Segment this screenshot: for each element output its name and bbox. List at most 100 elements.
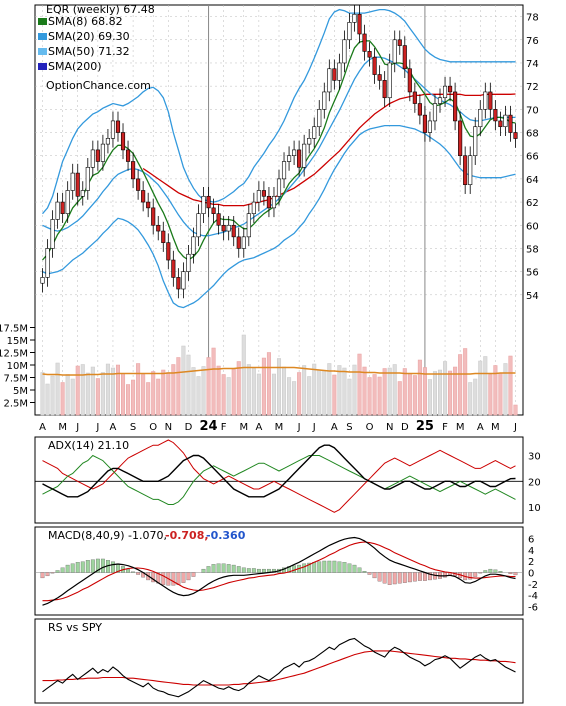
macd-tick-label: -4 bbox=[528, 591, 538, 602]
volume-bar bbox=[226, 377, 231, 416]
x-tick-label: S bbox=[130, 422, 136, 433]
volume-bar bbox=[317, 369, 322, 416]
candle-body bbox=[377, 74, 382, 81]
macd-histogram-bar bbox=[372, 572, 377, 579]
volume-bar bbox=[251, 368, 256, 416]
adx-tick-label: 20 bbox=[528, 477, 541, 488]
volume-bar bbox=[156, 378, 161, 416]
macd-line bbox=[42, 536, 516, 606]
candle-body bbox=[80, 190, 85, 197]
x-tick-label: M bbox=[275, 422, 284, 433]
legend: SMA(8) 68.82 SMA(20) 69.30 SMA(50) 71.32 SM… bbox=[38, 15, 130, 73]
volume-bars bbox=[40, 334, 518, 416]
x-tick-label: N bbox=[165, 422, 172, 433]
volume-bar bbox=[453, 366, 458, 416]
candle-body bbox=[50, 219, 55, 249]
candle-body bbox=[221, 224, 226, 232]
rs-line bbox=[42, 637, 516, 698]
volume-bar bbox=[387, 367, 392, 416]
candle-body bbox=[387, 62, 392, 99]
candle-body bbox=[412, 91, 417, 104]
volume-bar bbox=[171, 364, 176, 416]
x-tick-label: A bbox=[255, 422, 262, 433]
volume-bar bbox=[407, 373, 412, 416]
macd-histogram-bar bbox=[241, 567, 246, 573]
volume-bar bbox=[166, 372, 171, 416]
price-tick-label: 68 bbox=[526, 129, 539, 140]
macd-histogram-bar bbox=[50, 572, 55, 574]
candle-body bbox=[327, 68, 332, 93]
macd-histogram-bar bbox=[65, 564, 70, 573]
candle-body bbox=[196, 213, 201, 238]
candle-body bbox=[125, 149, 131, 162]
x-tick-label: J bbox=[297, 422, 301, 433]
volume-bar bbox=[146, 382, 151, 416]
volume-tick-label: 2.5M bbox=[3, 399, 28, 410]
price-tick-label: 56 bbox=[526, 268, 539, 279]
rs-title: RS vs SPY bbox=[48, 621, 102, 634]
candle-body bbox=[442, 85, 448, 99]
macd-tick-label: 6 bbox=[528, 535, 534, 546]
macd-tick-label: -6 bbox=[528, 602, 538, 613]
volume-bar bbox=[458, 354, 463, 416]
adx-title: ADX(14) 21.10 bbox=[48, 439, 129, 452]
volume-bar bbox=[448, 370, 453, 416]
candle-body bbox=[453, 91, 458, 122]
candle-body bbox=[448, 85, 453, 93]
macd-histogram-bar bbox=[221, 563, 226, 573]
volume-bar bbox=[191, 367, 196, 416]
volume-bar bbox=[463, 348, 468, 416]
volume-bar bbox=[412, 375, 417, 416]
volume-bar bbox=[221, 374, 226, 416]
candle-body bbox=[342, 39, 347, 64]
volume-bar bbox=[85, 372, 90, 416]
adx-tick-label: 10 bbox=[528, 503, 541, 514]
volume-bar bbox=[342, 367, 347, 416]
macd-histogram-bar bbox=[412, 572, 417, 582]
macd-histogram-bar bbox=[362, 570, 367, 573]
macd-histogram-bar bbox=[70, 563, 75, 573]
volume-bar bbox=[473, 378, 478, 416]
candle-body bbox=[131, 161, 136, 180]
candle-body bbox=[367, 51, 372, 58]
volume-bar bbox=[186, 354, 191, 416]
candle-body bbox=[216, 213, 221, 226]
candle-body bbox=[60, 201, 65, 214]
upper-band-line bbox=[42, 8, 516, 215]
x-tick-label: S bbox=[346, 422, 352, 433]
macd-histogram-bar bbox=[423, 572, 427, 581]
macd-histogram-bar bbox=[488, 568, 493, 573]
macd-histogram-bar bbox=[45, 572, 50, 577]
candle-body bbox=[297, 149, 302, 168]
adx-lines: 10 20 30 bbox=[35, 439, 541, 514]
macd-histogram-bar bbox=[493, 569, 498, 573]
macd-histogram-bar bbox=[292, 565, 297, 573]
volume-bar bbox=[397, 381, 402, 416]
chart-title: EQR (weekly) 67.48 bbox=[46, 3, 155, 16]
candle-body bbox=[161, 230, 166, 243]
rs-lines bbox=[42, 637, 516, 698]
volume-bar bbox=[60, 382, 65, 416]
volume-bar bbox=[80, 364, 85, 416]
macd-histogram-bar bbox=[161, 572, 166, 585]
macd-histogram-bar bbox=[317, 561, 322, 573]
price-tick-label: 54 bbox=[526, 291, 539, 302]
macd-histogram-bar bbox=[60, 567, 65, 573]
candle-body bbox=[427, 120, 433, 133]
price-tick-label: 70 bbox=[526, 105, 539, 116]
candle-body bbox=[317, 109, 322, 128]
volume-bar bbox=[136, 363, 141, 416]
volume-bar bbox=[483, 356, 488, 416]
candle-body bbox=[352, 13, 357, 23]
x-tick-label: A bbox=[331, 422, 338, 433]
candle-body bbox=[141, 190, 146, 203]
volume-bar bbox=[337, 365, 342, 416]
lower-band-line bbox=[42, 124, 516, 309]
x-tick-label: 24 bbox=[200, 419, 218, 434]
macd-histogram-bar bbox=[171, 572, 176, 586]
volume-bar bbox=[70, 378, 75, 416]
adx-tick-label: 30 bbox=[528, 451, 541, 462]
candle-body bbox=[186, 253, 191, 272]
macd-histogram-bar bbox=[367, 572, 372, 575]
